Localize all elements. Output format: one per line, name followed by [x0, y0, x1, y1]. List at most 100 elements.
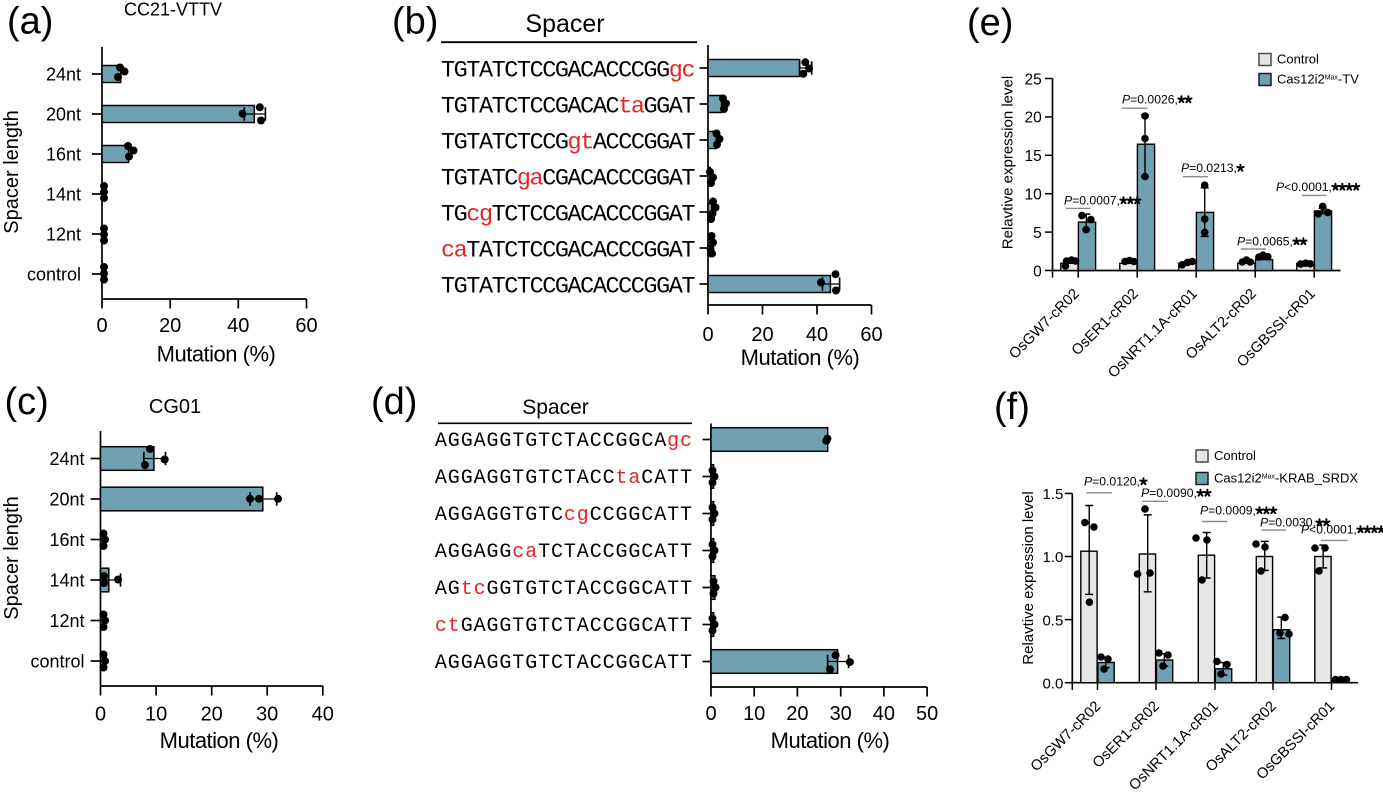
svg-text:AGGAGG: AGGAGG	[435, 541, 512, 564]
svg-text:24nt: 24nt	[49, 449, 84, 469]
svg-text:24nt: 24nt	[46, 64, 81, 84]
svg-text:Cas12i2Max-TV: Cas12i2Max-TV	[1277, 72, 1359, 87]
svg-text:Control: Control	[1277, 52, 1319, 67]
svg-text:60: 60	[295, 315, 317, 337]
svg-text:ACCCGGAT: ACCCGGAT	[593, 129, 696, 156]
svg-text:20: 20	[201, 704, 223, 726]
svg-text:TGTATCTCCGACACCCGGAT: TGTATCTCCGACACCCGGAT	[441, 273, 695, 300]
svg-text:control: control	[30, 651, 84, 671]
svg-text:20: 20	[786, 703, 808, 725]
svg-text:16nt: 16nt	[46, 144, 81, 164]
svg-text:TCTCCGACACCCGGAT: TCTCCGACACCCGGAT	[492, 201, 696, 228]
svg-text:ca: ca	[512, 541, 538, 564]
svg-text:(a): (a)	[7, 1, 53, 43]
svg-text:ca: ca	[441, 237, 468, 264]
svg-text:GGTGTCTACCGGCATT: GGTGTCTACCGGCATT	[487, 578, 693, 601]
svg-text:GGAT: GGAT	[644, 93, 696, 120]
svg-text:ta: ta	[616, 467, 642, 490]
svg-text:10: 10	[1025, 187, 1043, 204]
svg-text:TGTATC: TGTATC	[441, 165, 518, 192]
svg-text:AGGAGGTGTCTACCGGCATT: AGGAGGTGTCTACCGGCATT	[435, 652, 693, 675]
svg-text:5: 5	[1033, 225, 1042, 242]
svg-text:0: 0	[95, 704, 106, 726]
svg-text:60: 60	[860, 324, 882, 346]
svg-text:CCGGCATT: CCGGCATT	[590, 504, 693, 527]
svg-text:20nt: 20nt	[46, 104, 81, 124]
svg-text:AGGAGGTGTCTACC: AGGAGGTGTCTACC	[435, 467, 616, 490]
svg-text:40: 40	[312, 704, 334, 726]
svg-text:CG01: CG01	[149, 396, 201, 418]
svg-text:gc: gc	[667, 430, 693, 453]
svg-text:gt: gt	[568, 129, 593, 156]
svg-text:Mutation (%): Mutation (%)	[771, 728, 890, 753]
svg-text:TG: TG	[441, 201, 467, 228]
svg-text:gc: gc	[669, 57, 695, 84]
svg-text:40: 40	[227, 315, 249, 337]
svg-text:30: 30	[830, 703, 852, 725]
svg-text:1.0: 1.0	[1042, 549, 1063, 566]
svg-text:Mutation (%): Mutation (%)	[741, 345, 860, 370]
svg-text:0: 0	[1033, 263, 1042, 280]
svg-text:P=0.0120,: P=0.0120,	[1084, 475, 1140, 489]
svg-text:Cas12i2Max-KRAB_SRDX: Cas12i2Max-KRAB_SRDX	[1214, 471, 1358, 486]
svg-text:Relavtive expression level: Relavtive expression level	[1000, 76, 1017, 249]
svg-text:25: 25	[1025, 71, 1042, 88]
svg-text:ct: ct	[435, 615, 461, 638]
svg-text:CATT: CATT	[641, 467, 693, 490]
svg-text:16nt: 16nt	[49, 530, 84, 550]
svg-text:14nt: 14nt	[46, 184, 81, 204]
svg-text:12nt: 12nt	[46, 224, 81, 244]
svg-text:GAGGTGTCTACCGGCATT: GAGGTGTCTACCGGCATT	[461, 615, 693, 638]
svg-text:AGGAGGTGTCTACCGGCA: AGGAGGTGTCTACCGGCA	[435, 430, 667, 453]
svg-text:AG: AG	[435, 578, 461, 601]
svg-text:14nt: 14nt	[49, 570, 84, 590]
svg-text:0.0: 0.0	[1042, 675, 1063, 692]
svg-text:15: 15	[1025, 148, 1042, 165]
svg-text:CC21-VTTV: CC21-VTTV	[124, 0, 222, 20]
svg-text:20: 20	[159, 315, 181, 337]
svg-text:P=0.0007,: P=0.0007,	[1064, 194, 1120, 208]
svg-text:20: 20	[751, 324, 773, 346]
svg-text:P=0.0065,: P=0.0065,	[1237, 235, 1293, 249]
svg-text:Mutation (%): Mutation (%)	[157, 342, 276, 367]
svg-text:P<0.0001,: P<0.0001,	[1301, 523, 1357, 537]
svg-text:0: 0	[705, 703, 716, 725]
svg-text:10: 10	[743, 703, 765, 725]
svg-text:TATCTCCGACACCCGGAT: TATCTCCGACACCCGGAT	[466, 237, 695, 264]
svg-text:P=0.0009,: P=0.0009,	[1200, 504, 1256, 518]
svg-text:10: 10	[145, 704, 167, 726]
svg-text:(f): (f)	[994, 386, 1030, 428]
svg-text:P=0.0030,: P=0.0030,	[1260, 516, 1316, 530]
svg-text:TGTATCTCCG: TGTATCTCCG	[441, 129, 568, 156]
svg-text:(c): (c)	[5, 381, 49, 423]
svg-text:Relavtive expression level: Relavtive expression level	[1020, 491, 1037, 664]
svg-text:(d): (d)	[371, 381, 417, 423]
svg-text:control: control	[27, 264, 81, 284]
svg-text:20: 20	[1025, 110, 1043, 127]
svg-text:Spacer: Spacer	[525, 10, 604, 38]
svg-text:Control: Control	[1214, 448, 1256, 463]
svg-text:Spacer length: Spacer length	[1, 496, 23, 619]
svg-text:ga: ga	[517, 165, 544, 192]
svg-text:CGACACCCGGAT: CGACACCCGGAT	[542, 165, 695, 192]
svg-text:TGTATCTCCGACACCCGG: TGTATCTCCGACACCCGG	[441, 57, 669, 84]
svg-text:12nt: 12nt	[49, 611, 84, 631]
svg-text:20nt: 20nt	[49, 489, 84, 509]
svg-text:P<0.0001,: P<0.0001,	[1276, 180, 1332, 194]
svg-text:P=0.0090,: P=0.0090,	[1141, 486, 1197, 500]
svg-text:cg: cg	[564, 504, 590, 527]
svg-text:Mutation (%): Mutation (%)	[160, 728, 279, 753]
svg-text:tc: tc	[461, 578, 487, 601]
svg-text:cg: cg	[466, 201, 492, 228]
svg-text:ta: ta	[618, 93, 645, 120]
svg-text:1.5: 1.5	[1042, 486, 1063, 503]
svg-text:0: 0	[96, 315, 107, 337]
svg-text:(b): (b)	[392, 1, 438, 43]
svg-text:0.5: 0.5	[1042, 612, 1063, 629]
svg-text:50: 50	[916, 703, 938, 725]
svg-text:P=0.0213,: P=0.0213,	[1181, 161, 1237, 175]
svg-text:TGTATCTCCGACAC: TGTATCTCCGACAC	[441, 93, 619, 120]
svg-text:40: 40	[806, 324, 828, 346]
svg-text:0: 0	[702, 324, 713, 346]
svg-text:40: 40	[873, 703, 895, 725]
